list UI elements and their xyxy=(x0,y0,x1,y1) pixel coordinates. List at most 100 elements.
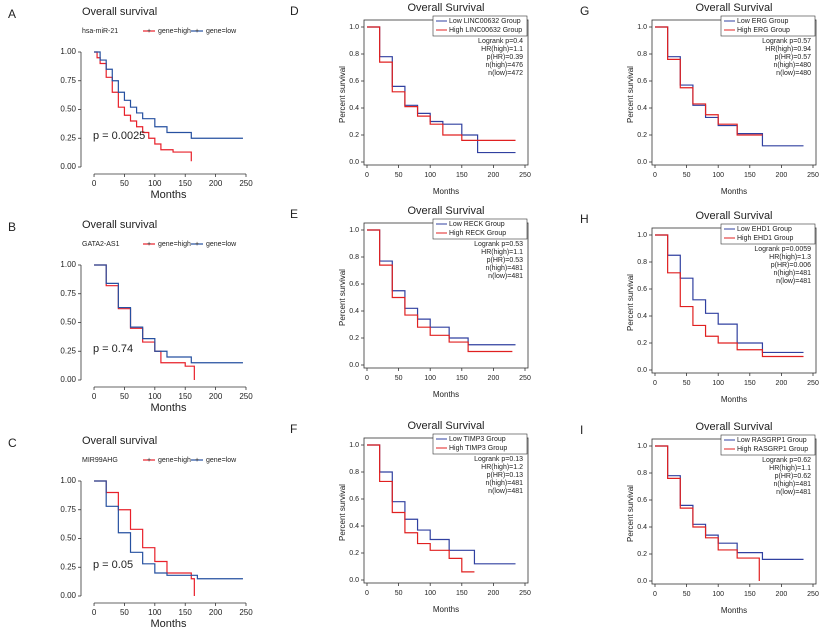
y-tick-label: 0.0 xyxy=(349,159,359,166)
y-axis-label: Percent survival xyxy=(338,269,347,326)
x-tick-label: 150 xyxy=(179,179,193,188)
statistic: Logrank p=0.53 xyxy=(474,241,523,248)
y-tick-label: 1.0 xyxy=(637,24,647,31)
y-tick-label: 0.50 xyxy=(60,318,76,327)
panel-label: E xyxy=(290,207,298,221)
legend-label: gene=high xyxy=(158,28,191,35)
x-tick-label: 0 xyxy=(653,591,657,598)
panel-label: G xyxy=(580,4,589,18)
survival-curve xyxy=(367,26,516,154)
legend-label: High ERG Group xyxy=(737,27,790,34)
x-tick-label: 150 xyxy=(744,380,756,387)
statistic: n(high)=481 xyxy=(485,265,523,272)
x-tick-label: 150 xyxy=(456,172,468,179)
legend-marker: + xyxy=(147,457,151,464)
y-axis-label: Percent survival xyxy=(338,66,347,123)
x-tick-label: 100 xyxy=(424,172,436,179)
x-axis-label: Months xyxy=(433,390,459,399)
x-tick-label: 250 xyxy=(807,172,819,179)
statistic: n(high)=481 xyxy=(773,481,811,488)
y-tick-label: 0.2 xyxy=(637,551,647,558)
x-tick-label: 50 xyxy=(120,179,129,188)
legend-label: Low RASGRP1 Group xyxy=(737,437,807,444)
statistic: n(low)=472 xyxy=(488,70,523,77)
y-tick-label: 0.6 xyxy=(637,497,647,504)
panel-title: Overall Survival xyxy=(695,2,772,14)
y-tick-label: 0.50 xyxy=(60,534,76,543)
survival-curve xyxy=(367,444,475,573)
p-value: p = 0.74 xyxy=(93,343,133,355)
y-tick-label: 0.0 xyxy=(349,577,359,584)
y-tick-label: 0.6 xyxy=(637,286,647,293)
x-axis-label: Months xyxy=(150,618,187,630)
y-tick-label: 0.2 xyxy=(637,340,647,347)
y-tick-label: 0.25 xyxy=(60,346,76,355)
survival-curve xyxy=(94,264,243,364)
y-tick-label: 0.0 xyxy=(637,578,647,585)
legend-marker: + xyxy=(147,241,151,248)
legend-label: High EHD1 Group xyxy=(737,235,794,242)
x-tick-label: 100 xyxy=(148,392,162,401)
legend-marker: + xyxy=(147,28,151,35)
y-tick-label: 0.0 xyxy=(637,367,647,374)
statistic: p(HR)=0.62 xyxy=(775,473,811,480)
y-tick-label: 0.00 xyxy=(60,375,76,384)
x-tick-label: 200 xyxy=(488,375,500,382)
y-tick-label: 0.2 xyxy=(349,335,359,342)
y-tick-label: 0.2 xyxy=(637,132,647,139)
x-tick-label: 50 xyxy=(395,375,403,382)
statistic: Logrank p=0.0059 xyxy=(754,246,811,253)
x-tick-label: 150 xyxy=(744,591,756,598)
legend-label: Low EHD1 Group xyxy=(737,226,792,233)
x-tick-label: 50 xyxy=(395,172,403,179)
panel-label: H xyxy=(580,212,589,226)
y-tick-label: 0.75 xyxy=(60,505,76,514)
panel-title: Overall survival xyxy=(82,435,157,447)
y-tick-label: 0.4 xyxy=(637,105,647,112)
x-tick-label: 50 xyxy=(395,590,403,597)
y-tick-label: 1.0 xyxy=(637,232,647,239)
y-tick-label: 0.4 xyxy=(349,105,359,112)
statistic: Logrank p=0.62 xyxy=(762,457,811,464)
x-tick-label: 50 xyxy=(120,392,129,401)
x-tick-label: 100 xyxy=(148,608,162,617)
x-axis-label: Months xyxy=(721,395,747,404)
x-tick-label: 50 xyxy=(120,608,129,617)
y-tick-label: 0.2 xyxy=(349,132,359,139)
y-tick-label: 1.0 xyxy=(349,227,359,234)
legend-title: hsa-miR-21 xyxy=(82,28,118,35)
y-tick-label: 0.8 xyxy=(637,470,647,477)
x-tick-label: 150 xyxy=(179,608,193,617)
x-tick-label: 100 xyxy=(148,179,162,188)
panel-title: Overall survival xyxy=(82,219,157,231)
survival-curve xyxy=(94,480,195,596)
statistic: Logrank p=0.13 xyxy=(474,456,523,463)
legend-label: Low LINC00632 Group xyxy=(449,18,521,25)
y-tick-label: 0.0 xyxy=(637,159,647,166)
x-tick-label: 0 xyxy=(92,179,97,188)
statistic: n(low)=480 xyxy=(776,70,811,77)
x-tick-label: 200 xyxy=(209,608,223,617)
y-tick-label: 0.25 xyxy=(60,562,76,571)
p-value: p = 0.05 xyxy=(93,559,133,571)
legend-title: GATA2-AS1 xyxy=(82,241,120,248)
legend-box xyxy=(720,223,816,245)
legend-label: gene=high xyxy=(158,241,191,248)
survival-curve xyxy=(367,229,513,353)
x-tick-label: 150 xyxy=(744,172,756,179)
y-tick-label: 1.0 xyxy=(349,442,359,449)
statistic: HR(high)=1.1 xyxy=(481,249,523,256)
statistic: HR(high)=1.2 xyxy=(481,464,523,471)
statistic: p(HR)=0.57 xyxy=(775,54,811,61)
x-tick-label: 200 xyxy=(776,591,788,598)
x-tick-label: 250 xyxy=(239,392,253,401)
panel-label: I xyxy=(580,423,583,437)
survival-curve xyxy=(367,26,516,141)
x-tick-label: 50 xyxy=(683,172,691,179)
x-tick-label: 0 xyxy=(365,172,369,179)
legend-label: High LINC00632 Group xyxy=(449,27,522,34)
y-tick-label: 0.8 xyxy=(637,51,647,58)
y-tick-label: 0.00 xyxy=(60,162,76,171)
y-tick-label: 0.6 xyxy=(349,281,359,288)
survival-curve xyxy=(94,264,195,380)
